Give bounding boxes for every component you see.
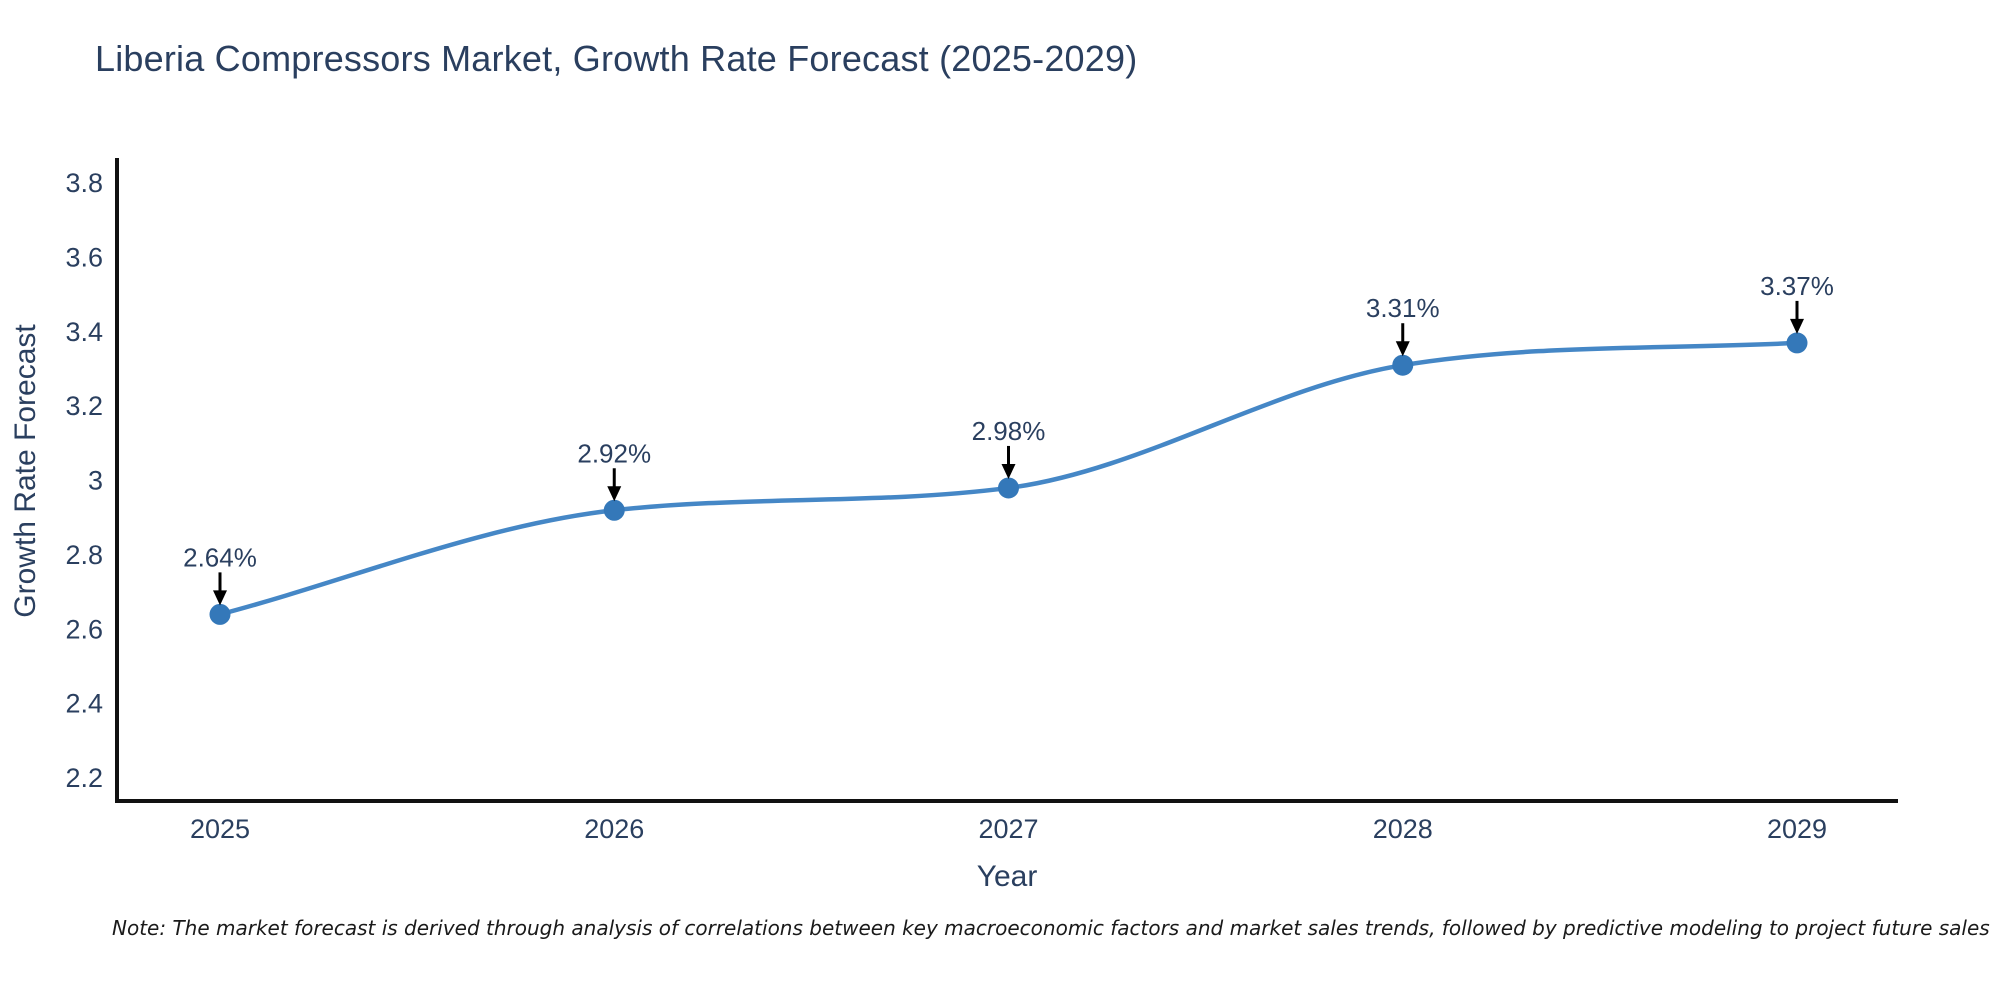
- footnote: Note: The market forecast is derived thr…: [112, 916, 1990, 940]
- chart-title: Liberia Compressors Market, Growth Rate …: [95, 38, 1138, 79]
- annotation-arrow-head: [1395, 341, 1410, 357]
- data-point-label: 3.37%: [1760, 271, 1834, 301]
- data-point-marker: [1786, 332, 1808, 354]
- x-tick-label: 2029: [1767, 814, 1827, 844]
- y-tick-label: 2.2: [65, 763, 103, 793]
- x-tick-label: 2027: [978, 814, 1038, 844]
- y-tick-label: 3.6: [65, 242, 103, 272]
- data-point-marker: [209, 603, 231, 625]
- x-axis-title: Year: [976, 860, 1038, 893]
- axis-lines: [115, 158, 1898, 803]
- data-point-label: 2.64%: [183, 542, 257, 572]
- annotation-arrow-head: [213, 590, 227, 606]
- data-point-marker: [1392, 354, 1414, 376]
- annotation-arrow-head: [607, 486, 622, 502]
- x-tick-label: 2028: [1373, 814, 1433, 844]
- x-tick-label: 2025: [190, 814, 250, 844]
- data-point-label: 3.31%: [1366, 293, 1440, 323]
- y-tick-label: 2.4: [65, 689, 103, 719]
- y-tick-label: 3.8: [65, 168, 103, 198]
- annotation-arrow-head: [1001, 463, 1016, 479]
- y-tick-label: 3: [88, 466, 103, 496]
- y-tick-label: 3.2: [65, 391, 103, 421]
- data-point-marker: [998, 477, 1019, 499]
- data-point-marker: [603, 499, 625, 521]
- annotation-arrow-head: [1790, 318, 1804, 334]
- data-point-label: 2.98%: [972, 416, 1046, 446]
- y-tick-label: 2.8: [65, 540, 103, 570]
- y-tick-label: 2.6: [65, 614, 103, 644]
- x-tick-label: 2026: [584, 814, 644, 844]
- y-tick-label: 3.4: [65, 317, 103, 347]
- data-point-label: 2.92%: [577, 438, 651, 468]
